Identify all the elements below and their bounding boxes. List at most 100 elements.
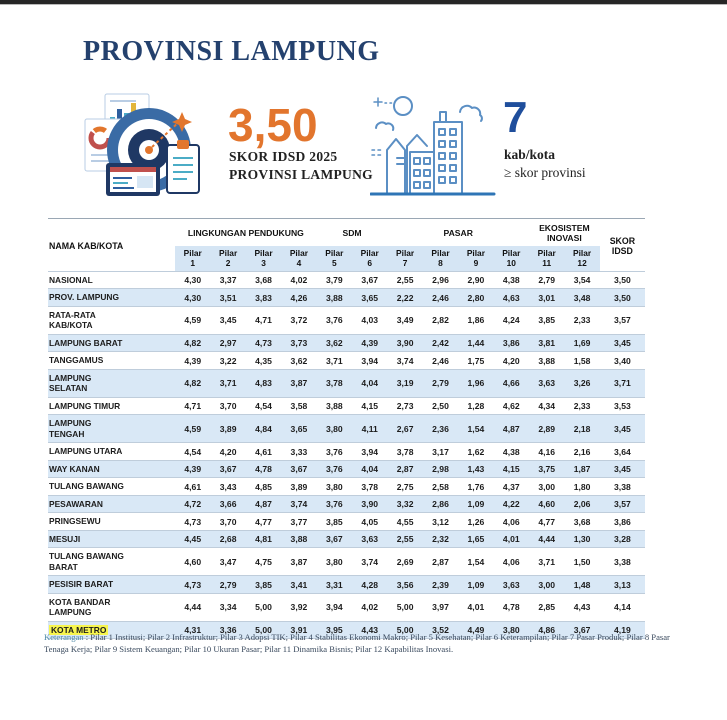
pilar-value: 5,00: [255, 602, 272, 613]
pilar-value: 2,55: [396, 275, 414, 286]
pilar-value: 2,90: [467, 275, 485, 286]
pilar-value: 2,89: [538, 423, 556, 434]
pilar-value: 3,74: [396, 355, 414, 366]
skor-idsd-value: 3,45: [614, 464, 631, 475]
table-row: NASIONAL 4,30 3,37 3,68 4,02 3,79 3,67 2,55 2,96…: [48, 271, 645, 289]
group-header-row: NAMA KAB/KOTA LINGKUNGAN PENDUKUNG SDM P…: [48, 219, 645, 256]
pilar-value: 3,66: [219, 499, 237, 510]
pilar-value: 4,30: [184, 292, 202, 303]
pilar-value: 3,48: [573, 292, 591, 303]
skor-idsd-value: 3,38: [614, 481, 631, 492]
pilar-value: 3,76: [325, 315, 343, 326]
pilar-value: 4,39: [184, 464, 202, 475]
pilar-value: 3,67: [290, 464, 308, 475]
idsd-score-label-line2: PROVINSI LAMPUNG: [229, 167, 373, 183]
pilar-value: 4,86: [538, 625, 556, 636]
pilar-value: 1,54: [467, 556, 485, 567]
skor-idsd-value: 3,86: [614, 516, 631, 527]
pilar-value: 4,83: [255, 378, 272, 389]
pilar-value: 4,35: [255, 355, 272, 366]
pilar-value: 3,76: [325, 446, 343, 457]
pilar-value: 3,22: [219, 355, 237, 366]
pilar-value: 4,54: [255, 401, 272, 412]
pilar-value: 4,01: [502, 534, 520, 545]
top-bar: [0, 0, 727, 5]
pilar-value: 2,50: [432, 401, 449, 412]
pilar-value: 4,78: [255, 464, 272, 475]
skor-idsd-value: 3,28: [614, 534, 631, 545]
pilar-value: 2,06: [573, 499, 591, 510]
pilar-value: 4,05: [361, 516, 379, 527]
pilar-value: 2,79: [219, 579, 237, 590]
pilar-value: 1,54: [467, 423, 485, 434]
pilar-value: 2,32: [432, 534, 449, 545]
pilar-value: 4,66: [502, 378, 520, 389]
skor-idsd-value: 3,13: [614, 579, 631, 590]
row-name: NASIONAL: [49, 274, 93, 285]
pilar-value: 4,87: [255, 499, 272, 510]
legend-footer: Keterangan : Pilar 1 Institusi; Pilar 2 …: [44, 631, 692, 656]
pilar-column-header: Pilar 10: [493, 245, 529, 272]
pilar-value: 1,80: [573, 481, 591, 492]
skor-idsd-value: 3,64: [614, 446, 631, 457]
pilar-value: 4,73: [255, 338, 272, 349]
pilar-value: 3,67: [361, 275, 379, 286]
kabkota-count-value: 7: [503, 93, 528, 142]
cloud-icon: [375, 104, 483, 131]
pilar-value: 2,73: [396, 401, 414, 412]
pilar-value: 5,00: [255, 625, 272, 636]
pilar-value: 3,67: [219, 464, 237, 475]
pilar-value: 1,69: [573, 338, 591, 349]
pilar-value: 4,87: [502, 423, 520, 434]
pilar-value: 3,31: [325, 579, 343, 590]
row-name: RATA-RATA KAB/KOTA: [49, 309, 96, 331]
pilar-value: 4,44: [184, 602, 202, 613]
pilar-column-header: Pilar 1: [175, 245, 211, 272]
pilar-value: 2,87: [396, 464, 414, 475]
pilar-value: 3,87: [290, 556, 308, 567]
pilar-value: 2,55: [396, 534, 414, 545]
pilar-value: 2,86: [432, 499, 449, 510]
table-row: LAMPUNG TIMUR 4,71 3,70 4,54 3,58 3,88 4,15 2,7…: [48, 397, 645, 415]
pilar-value: 3,12: [432, 516, 449, 527]
pilar-value: 4,59: [184, 315, 202, 326]
pilar-column-header: Pilar 12: [564, 245, 600, 272]
table-row: TANGGAMUS 4,39 3,22 4,35 3,62 3,71 3,94 3,74 2,4…: [48, 351, 645, 370]
pilar-value: 3,52: [432, 625, 449, 636]
pilar-value: 3,01: [538, 292, 556, 303]
table-row: PROV. LAMPUNG 4,30 3,51 3,83 4,26 3,88 3,65 2,2…: [48, 288, 645, 307]
pilar-value: 4,15: [361, 401, 379, 412]
pilar-value: 3,79: [325, 275, 343, 286]
pilar-value: 3,85: [325, 516, 343, 527]
pilar-value: 3,92: [290, 602, 308, 613]
pilar-value: 3,95: [325, 625, 343, 636]
pilar-value: 4,78: [502, 602, 520, 613]
pilar-value: 4,82: [184, 338, 202, 349]
sun-icon: [393, 96, 413, 116]
pilar-value: 3,68: [573, 516, 591, 527]
pilar-column-header: Pilar 6: [352, 245, 388, 272]
pilar-value: 3,80: [325, 423, 343, 434]
pilar-value: 4,39: [184, 355, 202, 366]
pilar-value: 3,17: [432, 446, 449, 457]
pilar-value: 2,98: [432, 464, 449, 475]
pilar-value: 2,33: [573, 401, 591, 412]
skor-idsd-value: 3,71: [614, 378, 631, 389]
pilar-value: 4,22: [502, 499, 520, 510]
legend-text: : Pilar 1 Institusi; Pilar 2 Infrastrukt…: [44, 632, 670, 655]
pilar-value: 3,88: [538, 355, 556, 366]
pilar-value: 2,46: [432, 292, 449, 303]
skor-idsd-value: 4,19: [614, 625, 631, 636]
idsd-score-label: SKOR IDSD 2025 PROVINSI LAMPUNG: [229, 148, 373, 184]
pilar-value: 3,89: [290, 481, 308, 492]
pilar-value: 3,71: [219, 378, 237, 389]
pilar-value: 5,00: [396, 602, 414, 613]
pilar-value: 3,80: [325, 481, 343, 492]
pilar-value: 1,62: [467, 446, 485, 457]
pilar-value: 4,26: [290, 292, 308, 303]
table-row: WAY KANAN 4,39 3,67 4,78 3,67 3,76 4,04 2,87 2,9…: [48, 460, 645, 478]
pilar-value: 3,63: [361, 534, 379, 545]
row-name: PROV. LAMPUNG: [49, 292, 119, 303]
table-row: KOTA METRO 4,31 3,36 5,00 3,91 3,95 4,43 5,00 3,…: [48, 621, 645, 639]
pilar-value: 4,39: [361, 338, 379, 349]
